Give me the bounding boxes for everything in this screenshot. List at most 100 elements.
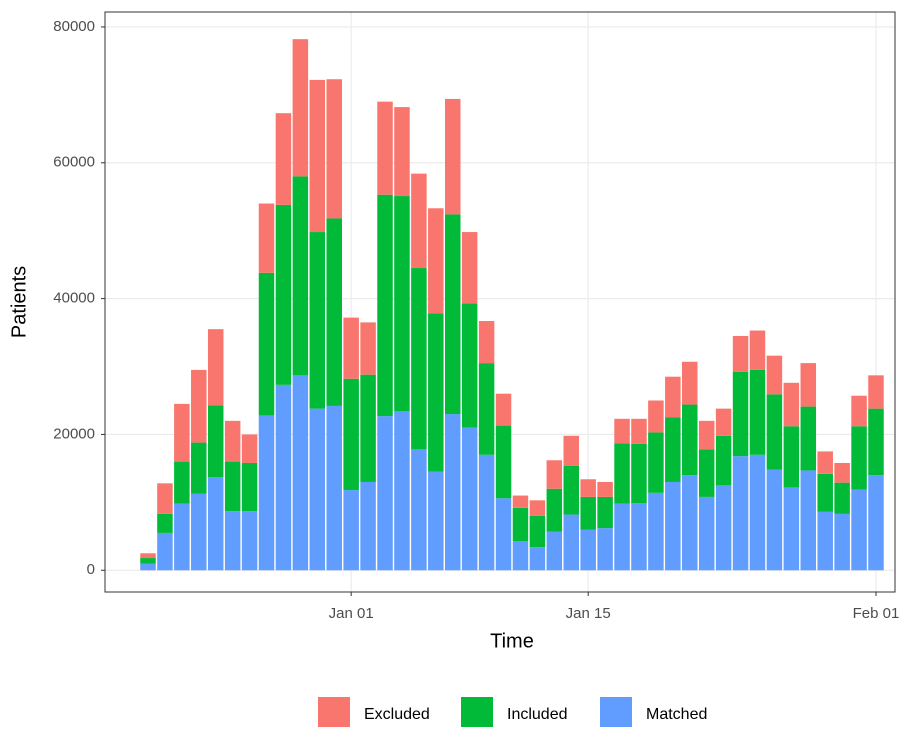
- bar-segment: [682, 404, 698, 476]
- bar-segment: [377, 194, 393, 417]
- bar-segment: [800, 406, 817, 471]
- bar-segment: [309, 232, 326, 409]
- legend-label: Included: [507, 706, 568, 723]
- bar-segment: [191, 493, 207, 571]
- bar-segment: [834, 482, 850, 514]
- bar-segment: [191, 442, 207, 494]
- bar-segment: [631, 503, 647, 571]
- bar-segment: [631, 443, 647, 504]
- y-tick-label: 80000: [53, 18, 95, 35]
- y-tick-label: 20000: [53, 425, 95, 442]
- bar-segment: [749, 369, 766, 455]
- bar-segment: [546, 460, 563, 489]
- plot-border: [104, 11, 896, 593]
- bar-segment: [715, 485, 732, 571]
- legend-label: Excluded: [364, 706, 430, 723]
- bar-segment: [428, 208, 444, 314]
- bar-segment: [512, 507, 529, 542]
- bar-segment: [766, 355, 783, 395]
- bar-segment: [529, 500, 546, 516]
- bar-segment: [631, 418, 647, 444]
- bar-segment: [258, 203, 275, 273]
- bar-segment: [360, 481, 376, 571]
- bar-segment: [648, 492, 664, 571]
- bar-segment: [800, 363, 817, 407]
- bar-segment: [766, 394, 783, 470]
- x-tick-label: Jan 01: [329, 605, 374, 622]
- bar-segment: [258, 415, 275, 571]
- bar-segment: [241, 511, 258, 571]
- y-axis-title: Patients: [8, 266, 30, 338]
- bar-segment: [394, 107, 410, 197]
- bar-segment: [157, 483, 173, 514]
- bar-segment: [258, 272, 275, 416]
- bar-segment: [292, 176, 309, 376]
- bar-segment: [783, 487, 800, 571]
- bar-segment: [140, 558, 156, 564]
- legend-swatch: [461, 697, 493, 729]
- bar-segment: [732, 456, 749, 571]
- bar-segment: [665, 481, 681, 571]
- bar-segment: [207, 405, 224, 478]
- bar-segment: [224, 461, 241, 512]
- bar-segment: [275, 113, 292, 205]
- bar-segment: [563, 435, 579, 466]
- bar-segment: [563, 514, 579, 571]
- bar-segment: [648, 400, 664, 433]
- bar-segment: [207, 477, 224, 571]
- bar-segment: [224, 511, 241, 571]
- bar-segment: [343, 317, 359, 379]
- bar-segment: [411, 449, 427, 571]
- bar-segment: [207, 329, 224, 406]
- x-axis-title: Time: [490, 630, 534, 652]
- bar-segment: [563, 465, 579, 515]
- bar-segment: [292, 39, 309, 177]
- bar-segment: [360, 374, 376, 482]
- bar-segment: [597, 496, 613, 529]
- bar-segment: [580, 479, 596, 497]
- bar-segment: [682, 361, 698, 405]
- legend-swatch: [318, 697, 350, 729]
- bar-segment: [783, 426, 800, 488]
- bar-segment: [732, 371, 749, 457]
- bar-segment: [157, 513, 173, 533]
- bar-segment: [478, 321, 495, 364]
- bar-segment: [597, 528, 613, 571]
- bar-segment: [512, 541, 529, 571]
- legend-swatch: [600, 697, 632, 729]
- bar-segment: [817, 451, 833, 474]
- bar-segment: [665, 376, 681, 418]
- bar-segment: [326, 405, 342, 571]
- bar-segment: [715, 408, 732, 436]
- bar-segment: [377, 416, 393, 571]
- bar-segment: [241, 434, 258, 463]
- bar-segment: [174, 461, 190, 504]
- bar-segment: [428, 471, 444, 571]
- bar-segment: [461, 303, 478, 428]
- bar-segment: [444, 98, 461, 215]
- bar-segment: [648, 432, 664, 493]
- bar-segment: [682, 475, 698, 571]
- bar-segment: [495, 393, 512, 426]
- bar-segment: [800, 470, 817, 571]
- bar-segment: [241, 462, 258, 512]
- bar-segment: [817, 511, 833, 571]
- bar-segment: [698, 420, 715, 450]
- bar-segment: [411, 268, 427, 450]
- bar-segment: [478, 454, 495, 571]
- bar-segment: [580, 529, 596, 571]
- bar-segment: [512, 495, 529, 508]
- bar-segment: [749, 330, 766, 370]
- bar-segment: [529, 547, 546, 571]
- bar-segment: [868, 408, 884, 476]
- y-tick-label: 40000: [53, 290, 95, 307]
- bar-segment: [834, 462, 850, 483]
- bar-segment: [614, 503, 630, 571]
- bar-segment: [580, 496, 596, 530]
- bar-segment: [377, 101, 393, 195]
- bar-segment: [309, 408, 326, 571]
- bar-segment: [326, 79, 342, 219]
- bar-segment: [868, 375, 884, 409]
- x-tick-label: Feb 01: [853, 605, 900, 622]
